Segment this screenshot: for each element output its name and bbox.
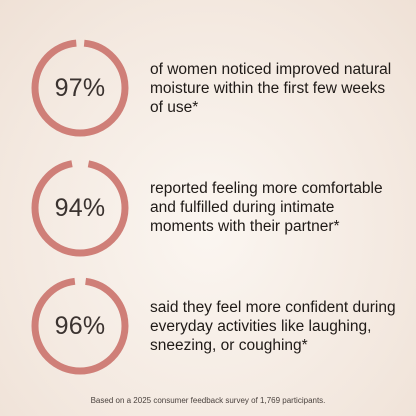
ring-graphic-2: [31, 159, 129, 257]
ring-arc-3: [31, 277, 129, 375]
ring-graphic-1: [31, 39, 129, 137]
progress-ring-1: 97%: [28, 36, 132, 140]
stat-percentage-1: 97%: [54, 73, 106, 102]
ring-arc-1: [31, 39, 129, 137]
progress-ring-2: 94%: [28, 156, 132, 260]
survey-footnote: Based on a 2025 consumer feedback survey…: [90, 396, 326, 405]
ring-arc-2: [31, 159, 129, 257]
stat-description-1: of women noticed improved natural moistu…: [150, 61, 392, 116]
progress-ring-3: 96%: [28, 274, 132, 378]
stat-description-2: reported feeling more comfortable and fu…: [150, 180, 383, 235]
ring-graphic-3: [31, 277, 129, 375]
stat-percentage-3: 96%: [54, 311, 106, 340]
stat-percentage-2: 94%: [54, 193, 106, 222]
stat-description-3: said they feel more confident during eve…: [150, 299, 396, 354]
